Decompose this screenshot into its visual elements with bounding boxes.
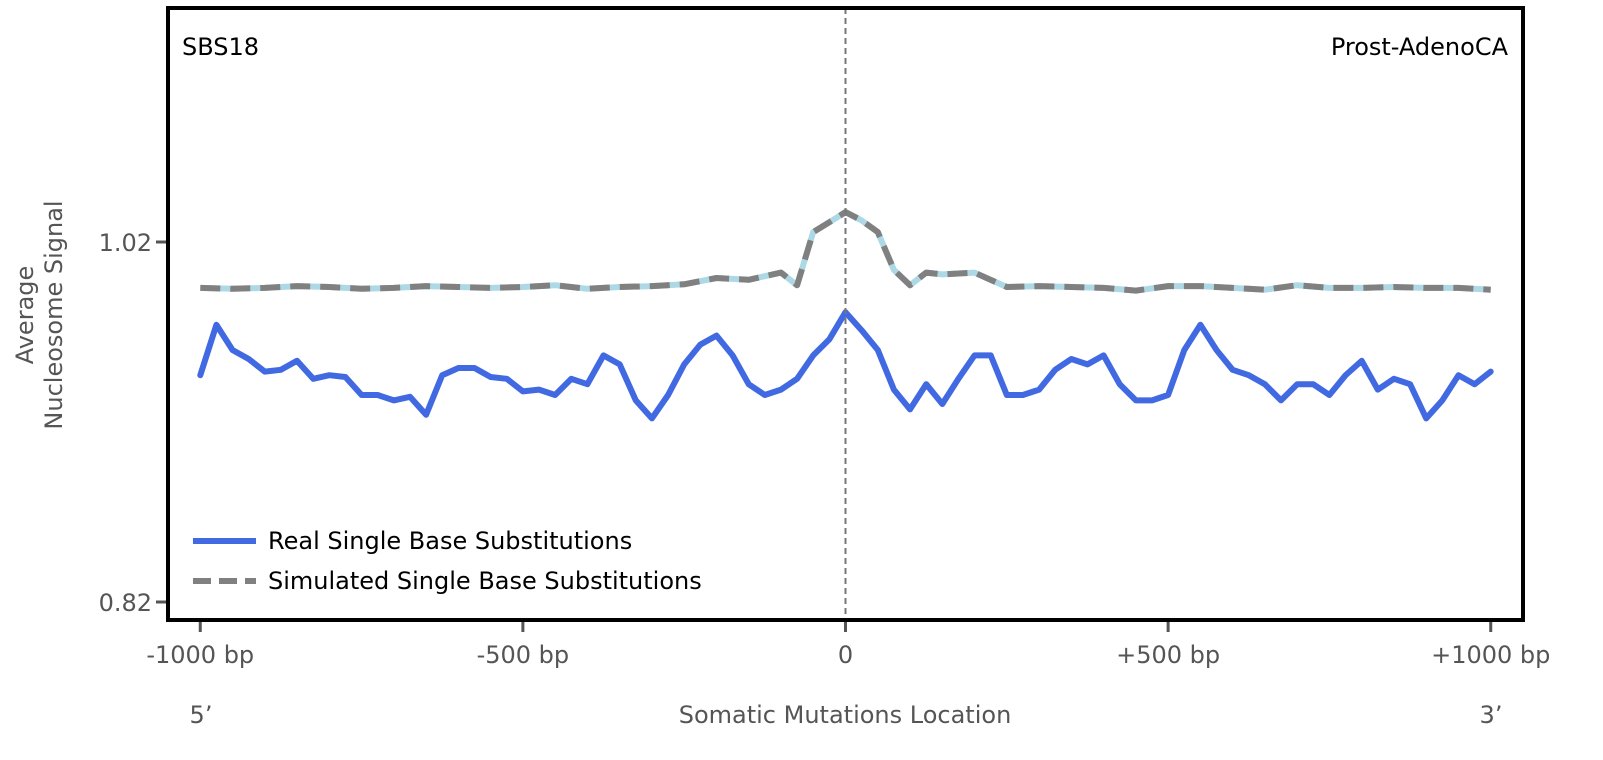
legend: Real Single Base Substitutions Simulated… bbox=[193, 527, 702, 595]
legend-simulated-label: Simulated Single Base Substitutions bbox=[268, 567, 702, 595]
x-tick-label: +1000 bp bbox=[1431, 641, 1550, 669]
legend-real-label: Real Single Base Substitutions bbox=[268, 527, 632, 555]
cancer-type-label: Prost-AdenoCA bbox=[1331, 33, 1509, 61]
x-tick-label: 0 bbox=[838, 641, 853, 669]
y-tick-label: 1.02 bbox=[99, 229, 152, 257]
x-tick-label: -1000 bp bbox=[146, 641, 254, 669]
plot-frame bbox=[166, 6, 1525, 622]
x-axis-label: Somatic Mutations Location bbox=[679, 701, 1012, 729]
five-prime-label: 5’ bbox=[190, 701, 213, 729]
x-tick-label: +500 bp bbox=[1116, 641, 1220, 669]
y-axis-label: Average Nucleosome Signal bbox=[11, 200, 68, 429]
axis-ticks: -1000 bp -500 bp 0 +500 bp +1000 bp 1.02 0.82 bbox=[99, 229, 1551, 669]
y-tick-label: 0.82 bbox=[99, 589, 152, 617]
y-axis-label-line1: Average bbox=[11, 266, 39, 365]
x-tick-label: -500 bp bbox=[477, 641, 570, 669]
y-axis-label-line2: Nucleosome Signal bbox=[40, 200, 68, 429]
signature-label: SBS18 bbox=[182, 33, 259, 61]
three-prime-label: 3’ bbox=[1480, 701, 1503, 729]
